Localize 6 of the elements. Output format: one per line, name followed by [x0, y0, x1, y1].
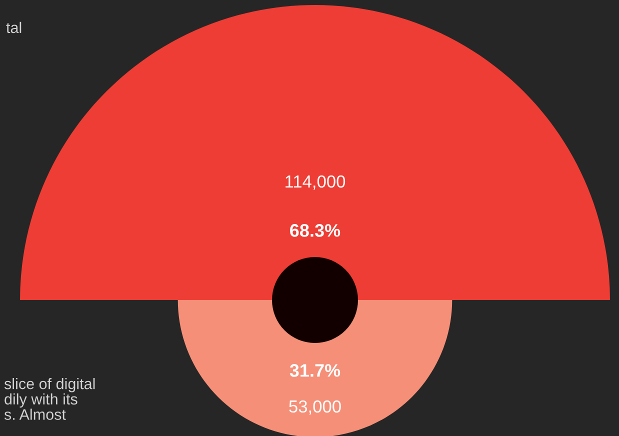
text: tal	[6, 22, 22, 34]
text: 31.7%	[290, 364, 340, 377]
data-label: 114,000	[286, 175, 346, 190]
data-label: 53,000	[289, 400, 341, 415]
text: 68.3%	[290, 224, 340, 237]
text: slice of digital dily with its s. Almost	[4, 378, 95, 420]
